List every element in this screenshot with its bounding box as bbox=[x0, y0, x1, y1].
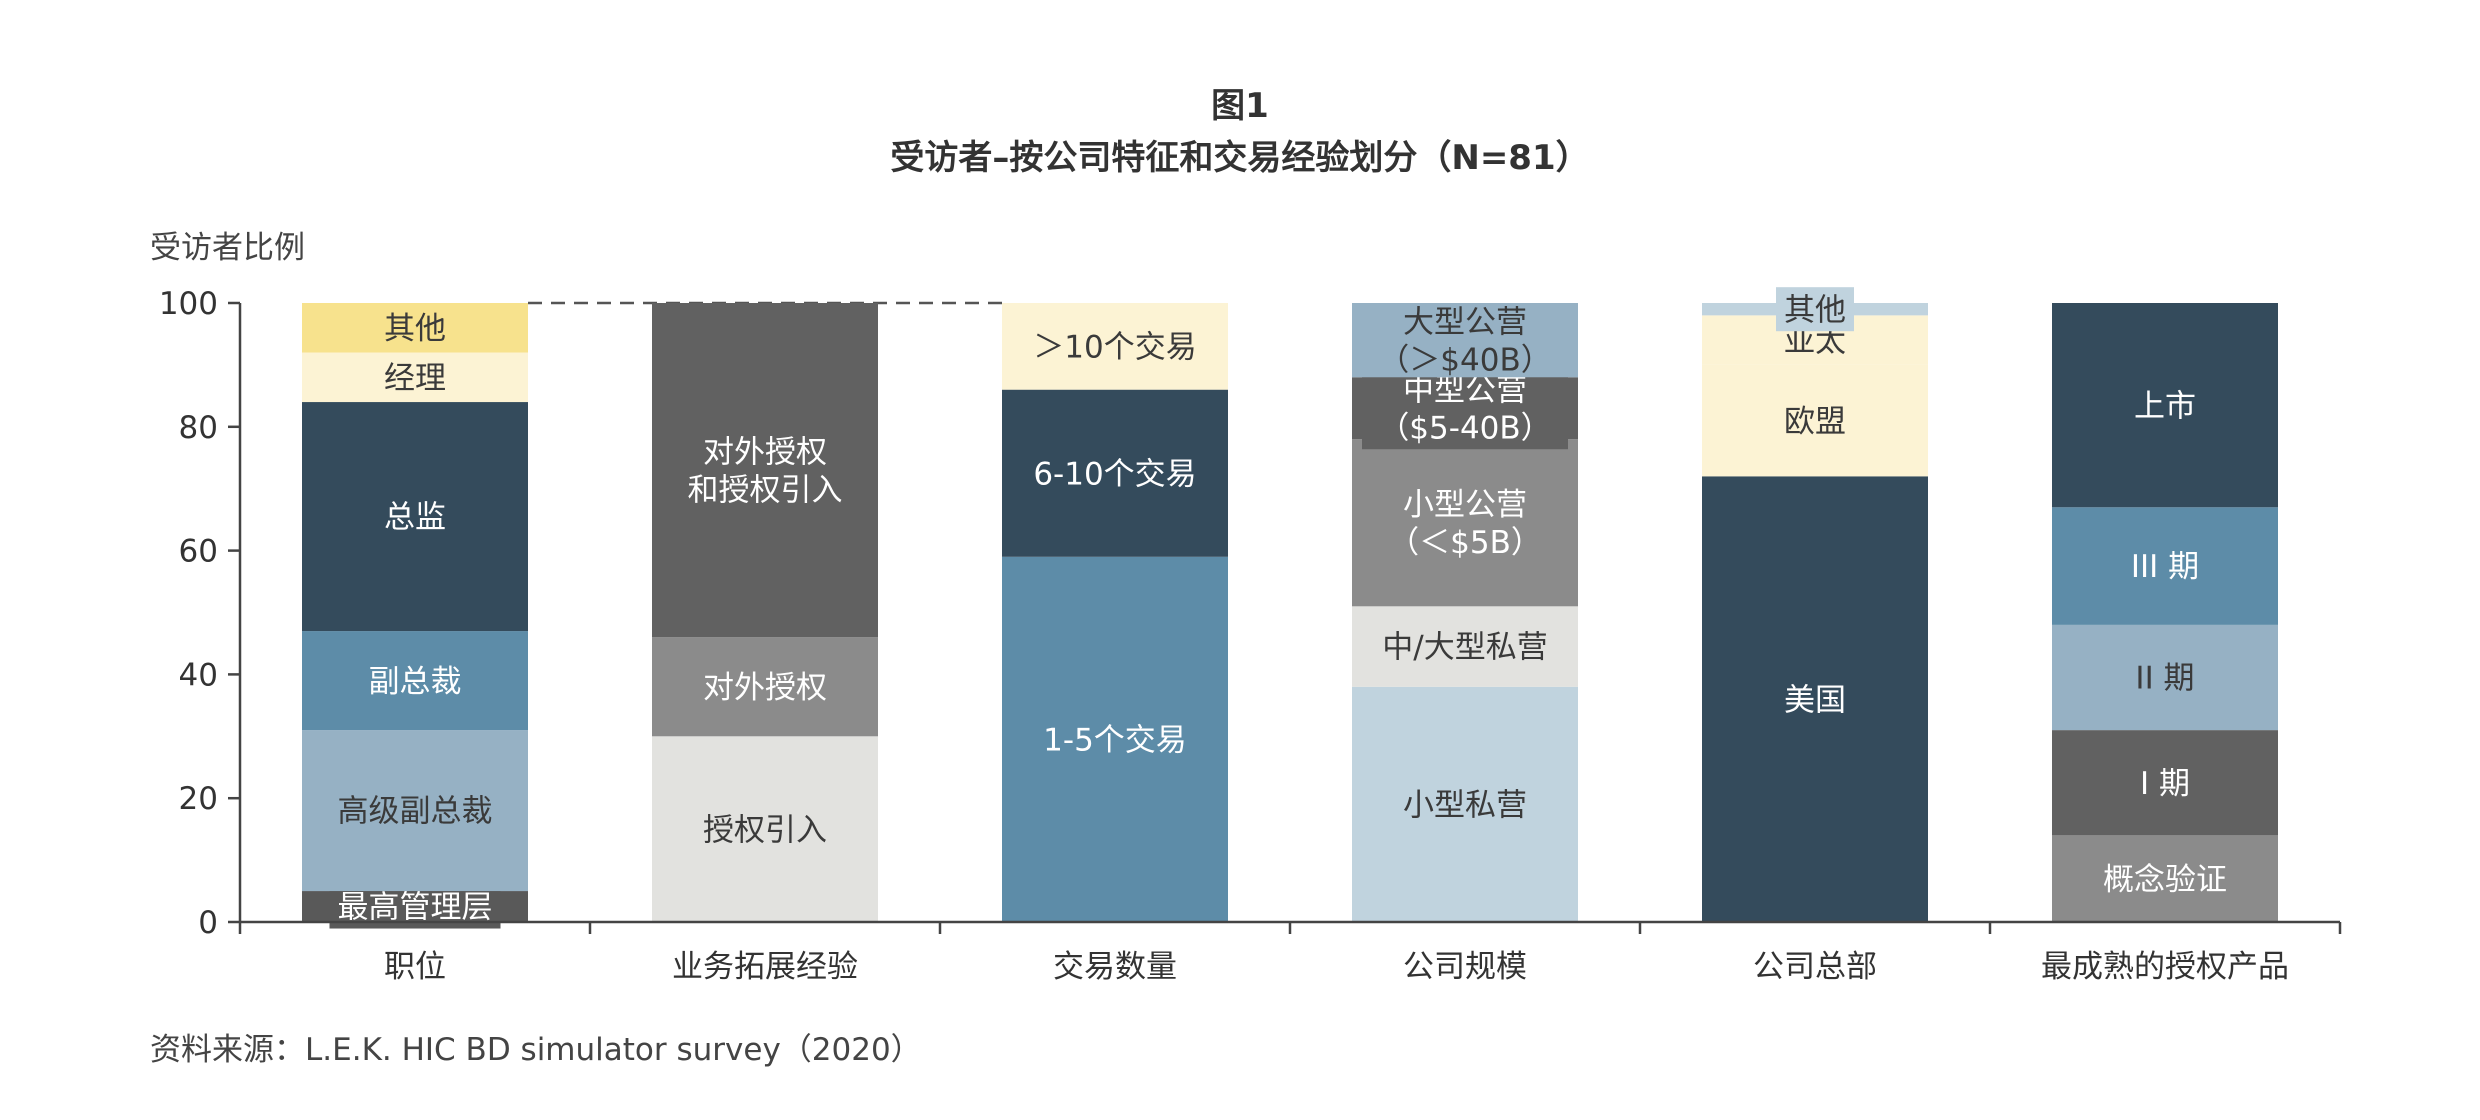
bar-segment bbox=[1002, 556, 1228, 922]
segment-label: 概念验证 bbox=[2103, 862, 2227, 898]
segment-label-box bbox=[1362, 367, 1568, 450]
segment-label: （$5-40B） bbox=[1378, 410, 1551, 446]
bar-segment bbox=[2052, 730, 2278, 836]
source-note: 资料来源：L.E.K. HIC BD simulator survey（2020… bbox=[150, 1032, 922, 1068]
segment-label: 和授权引入 bbox=[688, 472, 843, 508]
segment-label: 中/大型私营 bbox=[1382, 630, 1547, 666]
y-tick-label: 80 bbox=[179, 410, 218, 446]
segment-label: I 期 bbox=[2140, 766, 2190, 802]
x-tick-label: 公司总部 bbox=[1753, 949, 1877, 985]
bar-segment bbox=[2052, 624, 2278, 731]
bar-segment bbox=[1002, 303, 1228, 390]
bar-segment bbox=[302, 352, 528, 403]
bar-segment bbox=[1702, 364, 1928, 477]
segment-label: III 期 bbox=[2131, 549, 2199, 585]
bar-segment bbox=[302, 402, 528, 632]
segment-label-box bbox=[1776, 287, 1854, 332]
bar-segment bbox=[652, 736, 878, 922]
x-tick-label: 公司规模 bbox=[1403, 949, 1527, 985]
x-tick-label: 业务拓展经验 bbox=[672, 949, 858, 985]
bar-segment bbox=[1352, 686, 1578, 922]
segment-label: 总监 bbox=[384, 500, 446, 536]
segment-label: 对外授权 bbox=[703, 670, 827, 706]
segment-label: 其他 bbox=[1784, 292, 1846, 328]
y-tick-label: 60 bbox=[179, 534, 218, 570]
bar-segment bbox=[2052, 835, 2278, 922]
segment-label: 授权引入 bbox=[703, 812, 827, 848]
segment-label: 中型公营 bbox=[1403, 372, 1527, 408]
bar-segment bbox=[302, 730, 528, 892]
segment-label: 1-5个交易 bbox=[1043, 723, 1187, 759]
bar-segment bbox=[302, 631, 528, 731]
x-tick-label: 职位 bbox=[384, 949, 446, 985]
y-tick-label: 0 bbox=[198, 905, 218, 941]
segment-label: 高级副总裁 bbox=[338, 794, 493, 830]
bar-segment bbox=[1702, 476, 1928, 922]
segment-label: ＞10个交易 bbox=[1033, 329, 1196, 365]
bar-segment bbox=[1352, 439, 1578, 607]
segment-label: 其他 bbox=[384, 311, 446, 347]
segment-label: 经理 bbox=[384, 360, 446, 396]
segment-label: （＞$40B） bbox=[1378, 342, 1551, 378]
bar-segment bbox=[2052, 303, 2278, 508]
bar-segment bbox=[302, 303, 528, 353]
segment-label: （＜$5B） bbox=[1388, 525, 1542, 561]
bar-segment bbox=[1352, 606, 1578, 687]
segment-label: 副总裁 bbox=[369, 664, 462, 700]
segment-label: 美国 bbox=[1784, 682, 1846, 718]
segment-label: II 期 bbox=[2135, 661, 2194, 697]
segment-label: 6-10个交易 bbox=[1033, 456, 1196, 492]
bar-segment bbox=[1002, 389, 1228, 557]
segment-label: 欧盟 bbox=[1784, 404, 1846, 440]
segment-label: 小型私营 bbox=[1403, 788, 1527, 824]
segment-label: 最高管理层 bbox=[338, 890, 493, 926]
segment-label: 大型公营 bbox=[1403, 304, 1527, 340]
bar-segment bbox=[2052, 507, 2278, 625]
y-axis-label: 受访者比例 bbox=[150, 230, 305, 266]
chart-title: 受访者–按公司特征和交易经验划分（N=81） bbox=[890, 138, 1590, 178]
bar-segment bbox=[1352, 303, 1578, 378]
segment-label: 小型公营 bbox=[1403, 487, 1527, 523]
figure-label: 图1 bbox=[1211, 86, 1269, 126]
x-tick-label: 最成熟的授权产品 bbox=[2041, 949, 2289, 985]
y-tick-label: 20 bbox=[179, 781, 218, 817]
y-tick-label: 40 bbox=[179, 657, 218, 693]
y-tick-label: 100 bbox=[159, 286, 218, 322]
segment-label: 对外授权 bbox=[703, 434, 827, 470]
bar-segment bbox=[652, 303, 878, 638]
bar-segment bbox=[652, 637, 878, 737]
segment-label: 上市 bbox=[2134, 388, 2196, 424]
x-tick-label: 交易数量 bbox=[1053, 949, 1177, 985]
